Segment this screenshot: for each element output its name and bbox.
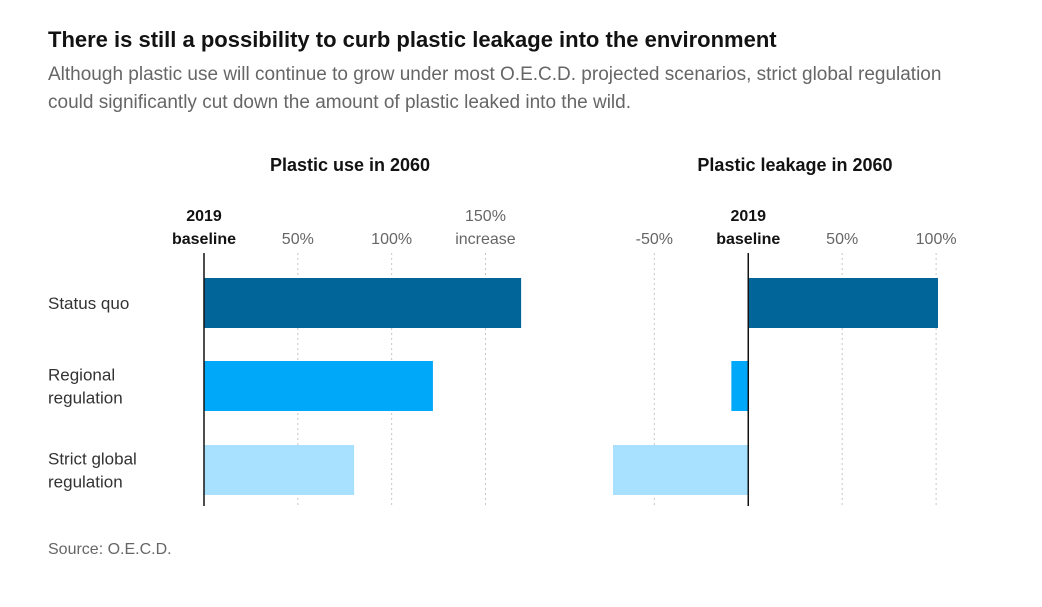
row-label-2: Strict global regulation (48, 450, 137, 492)
tick-label-use-2-line: increase (455, 231, 516, 248)
row-label-2-line: Strict global (48, 450, 137, 469)
bar-leak-2 (613, 445, 749, 495)
tick-label-use-0-line: 50% (282, 231, 314, 248)
tick-label-use-2-line: 150% (465, 208, 506, 225)
tick-label-use-0: 50% (282, 231, 314, 248)
panel-plastic-leakage: Plastic leakage in 2060 -50% 50% 100% 2019 ba… (613, 155, 957, 506)
tick-label-use-1: 100% (371, 231, 412, 248)
chart-headline: There is still a possibility to curb pla… (48, 27, 777, 52)
baseline-label-leak-line: baseline (716, 231, 780, 248)
tick-label-use-1-line: 100% (371, 231, 412, 248)
bar-use-2 (204, 445, 355, 495)
baseline-label-leak-line: 2019 (730, 208, 766, 225)
tick-label-leak-0-line: -50% (636, 231, 673, 248)
bar-use-0 (204, 278, 522, 328)
tick-label-leak-2: 100% (916, 231, 957, 248)
source-note: Source: O.E.C.D. (48, 541, 172, 558)
tick-label-leak-1: 50% (826, 231, 858, 248)
baseline-label-use-line: 2019 (186, 208, 222, 225)
tick-label-leak-1-line: 50% (826, 231, 858, 248)
bar-use-1 (204, 361, 433, 411)
tick-label-leak-0: -50% (636, 231, 673, 248)
baseline-label-use-line: baseline (172, 231, 236, 248)
tick-label-leak-2-line: 100% (916, 231, 957, 248)
row-label-1-line: regulation (48, 389, 123, 408)
row-label-1: Regional regulation (48, 366, 123, 408)
chart-title-use: Plastic use in 2060 (270, 155, 430, 175)
bar-leak-1 (731, 361, 749, 411)
panel-plastic-use: Plastic use in 2060 50% 100% 150% increase 20… (48, 155, 522, 506)
chart-subhead: Although plastic use will continue to gr… (48, 64, 942, 113)
chart-title-leak: Plastic leakage in 2060 (697, 155, 892, 175)
row-label-1-line: Regional (48, 366, 115, 385)
tick-label-use-2: 150% increase (455, 208, 516, 248)
baseline-label-use: 2019 baseline (172, 208, 236, 248)
baseline-label-leak: 2019 baseline (716, 208, 780, 248)
bar-leak-0 (748, 278, 938, 328)
row-label-0-line: Status quo (48, 294, 129, 313)
row-label-2-line: regulation (48, 473, 123, 492)
row-label-0: Status quo (48, 294, 129, 313)
